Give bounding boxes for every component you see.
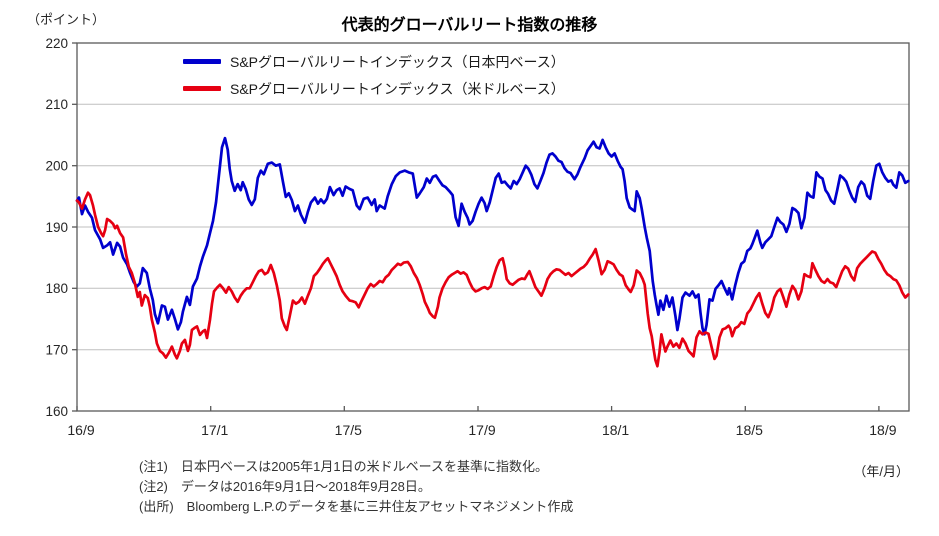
note-source: (出所) Bloomberg L.P.のデータを基に三井住友アセットマネジメント… [139,499,574,514]
y-tick-label-190: 190 [45,220,68,235]
x-tick-label-18/5: 18/5 [736,422,763,438]
x-tick-label-18/9: 18/9 [869,422,896,438]
y-axis-unit-label: （ポイント） [27,12,106,27]
series-line-usd [75,191,910,368]
x-tick-label-17/5: 17/5 [335,422,362,438]
y-tick-label-170: 170 [45,343,68,358]
legend-label-usd: S&Pグローバルリートインデックス（米ドルベース） [230,80,565,97]
y-tick-label-210: 210 [45,97,68,112]
y-tick-label-160: 160 [45,404,68,419]
y-tick-label-200: 200 [45,159,68,174]
y-tick-label-180: 180 [45,281,68,296]
y-tick-label-220: 220 [45,36,68,51]
series-line-jpy [75,136,910,336]
note-2: (注2) データは2016年9月1日～2018年9月28日。 [139,479,431,494]
x-tick-label-17/9: 17/9 [468,422,495,438]
x-axis-unit-label: （年/月） [853,464,909,479]
legend-line-sample-usd-icon [183,86,221,91]
legend: S&Pグローバルリートインデックス（日本円ベース） S&Pグローバルリートインデ… [183,48,565,102]
note-1: (注1) 日本円ベースは2005年1月1日の米ドルベースを基準に指数化。 [139,459,548,474]
x-tick-label-17/1: 17/1 [201,422,228,438]
chart-title: 代表的グローバルリート指数の推移 [341,17,598,34]
legend-item-jpy: S&Pグローバルリートインデックス（日本円ベース） [183,48,565,75]
x-tick-label-16/9: 16/9 [67,422,94,438]
x-tick-label-18/1: 18/1 [602,422,629,438]
legend-line-sample-jpy-icon [183,59,221,64]
legend-item-usd: S&Pグローバルリートインデックス（米ドルベース） [183,75,565,102]
legend-label-jpy: S&Pグローバルリートインデックス（日本円ベース） [230,53,565,70]
footnotes: (注1) 日本円ベースは2005年1月1日の米ドルベースを基準に指数化。 (注2… [139,457,573,517]
